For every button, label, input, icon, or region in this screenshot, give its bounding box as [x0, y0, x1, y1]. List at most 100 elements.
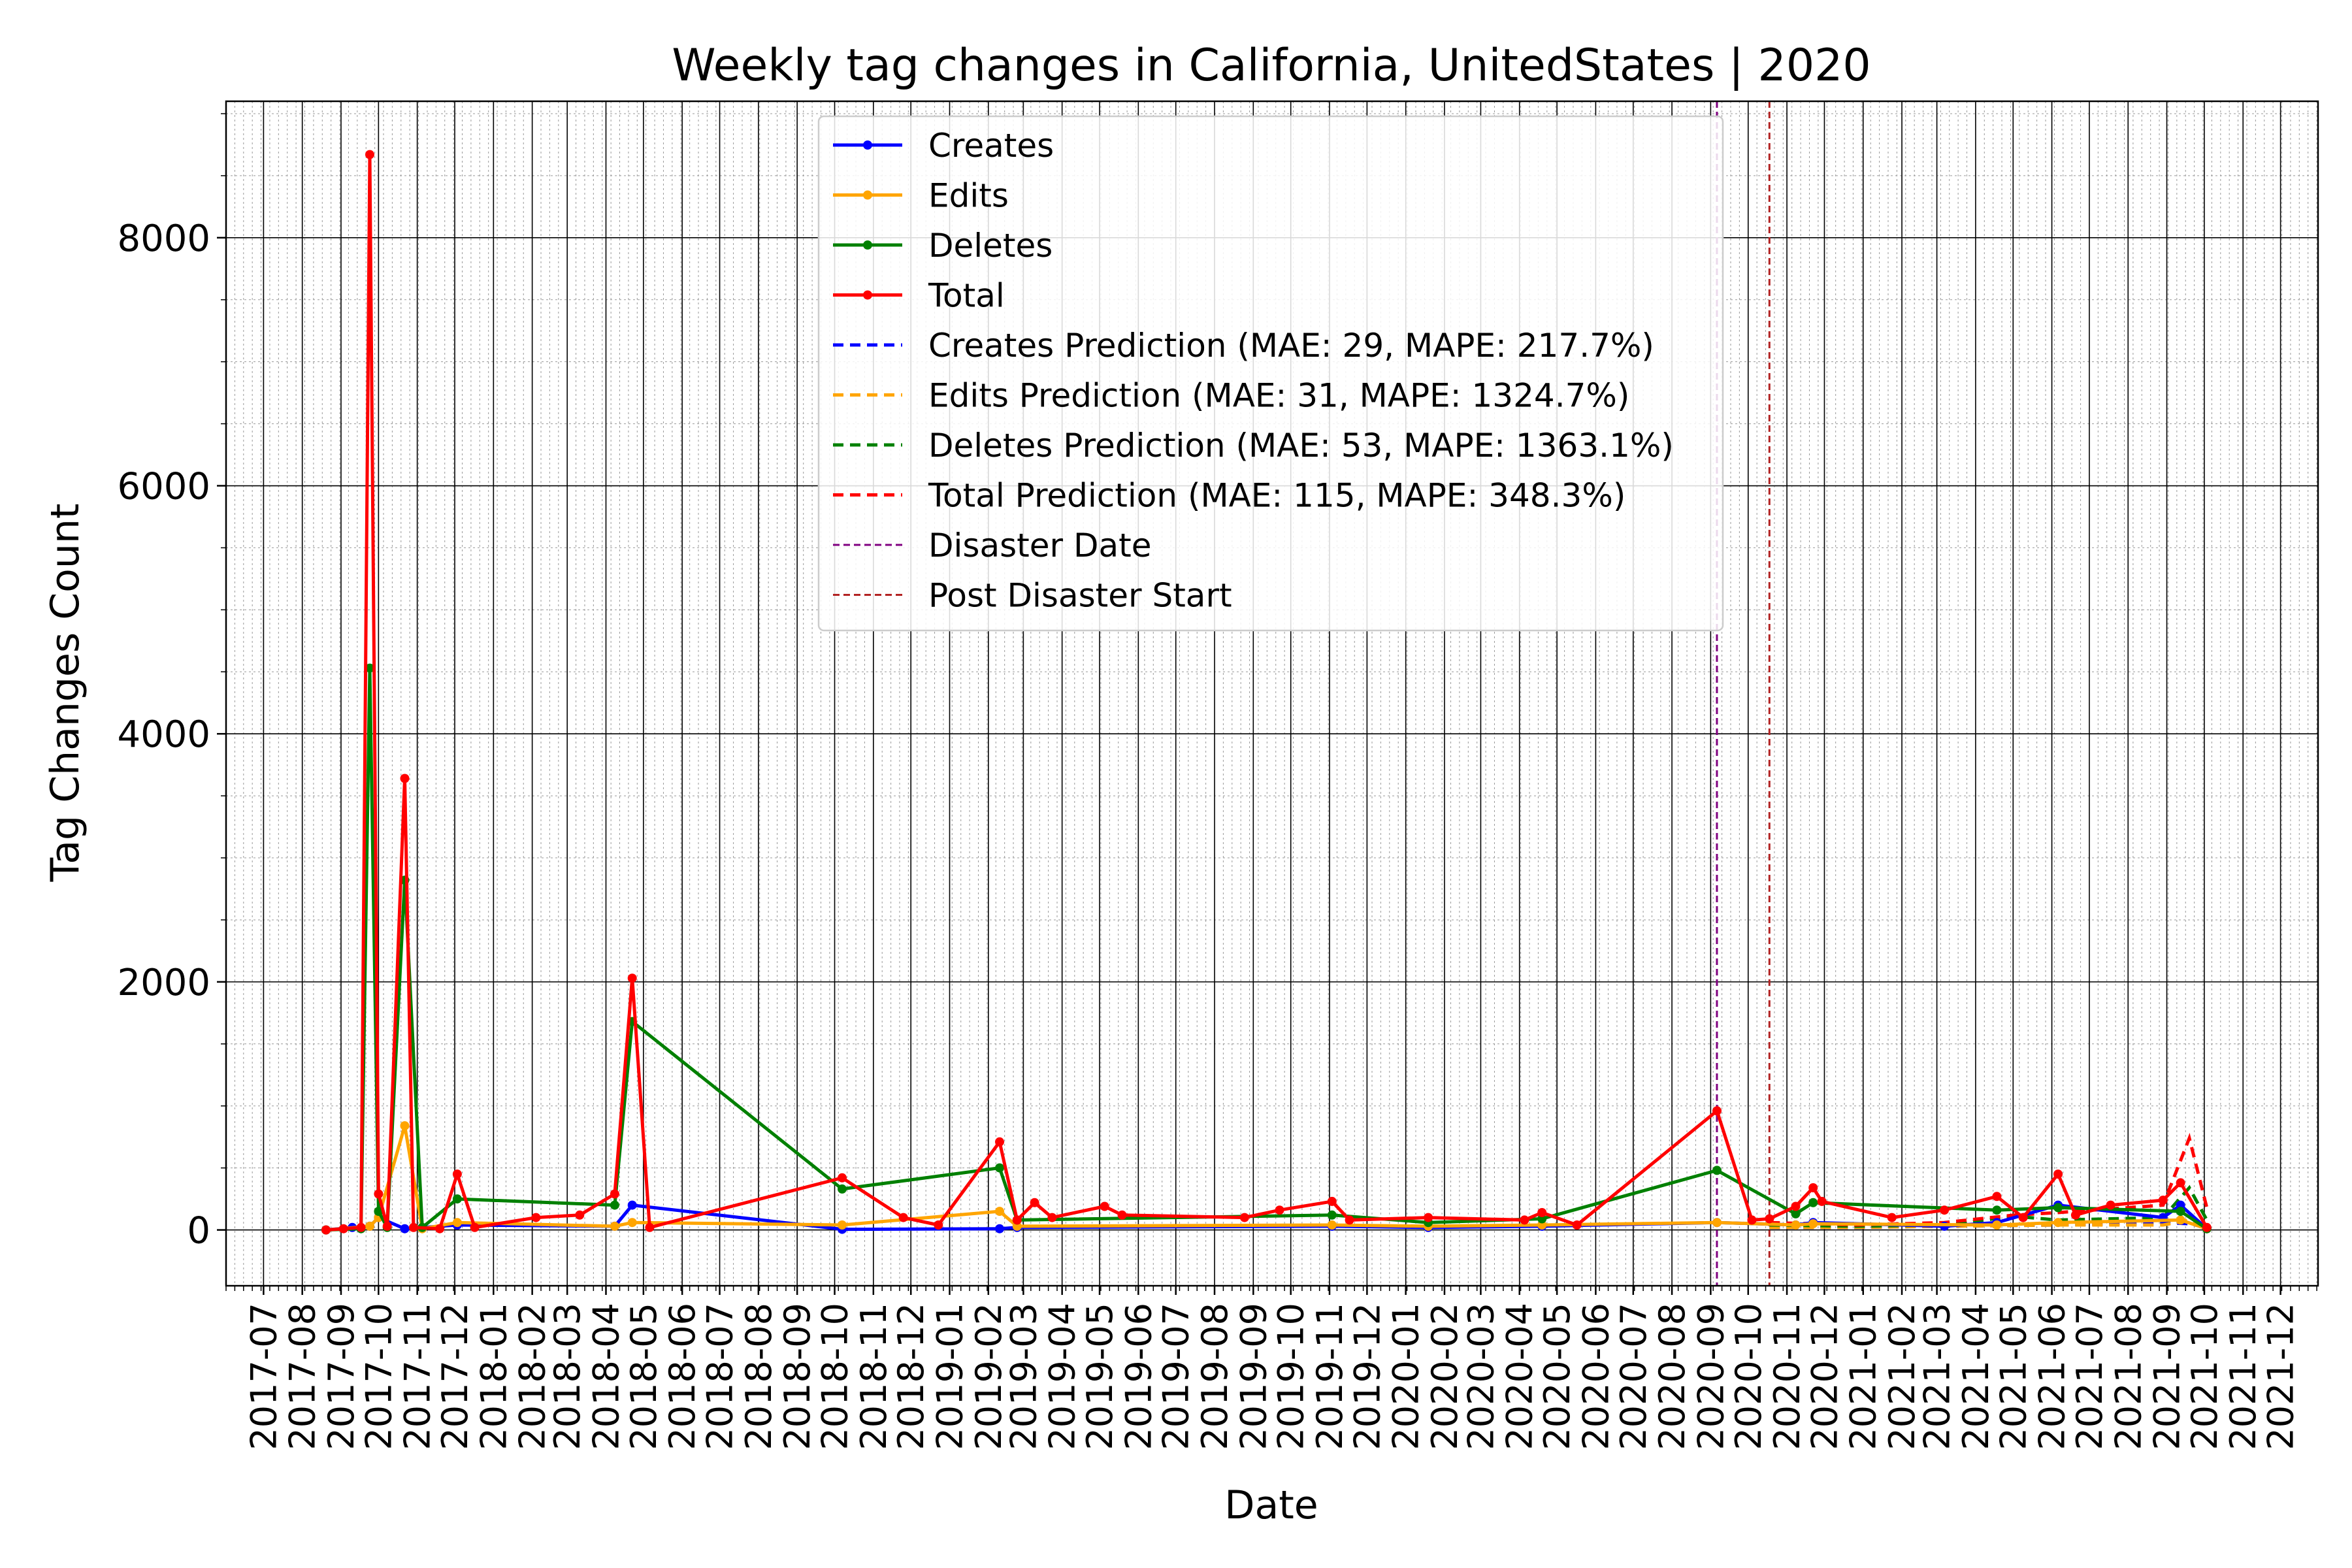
total-point [1047, 1213, 1057, 1222]
x-tick-label: 2020-01 [1386, 1303, 1427, 1450]
legend-marker [863, 290, 872, 300]
x-tick-label: 2020-07 [1613, 1303, 1654, 1450]
legend-label: Deletes Prediction (MAE: 53, MAPE: 1363.… [928, 427, 1674, 465]
total-point [2176, 1178, 2185, 1188]
x-tick-label: 2019-01 [930, 1303, 971, 1450]
x-tick-label: 2018-01 [473, 1303, 514, 1450]
total-point [1520, 1215, 1529, 1225]
edits-point [1808, 1219, 1818, 1229]
x-tick-label: 2019-05 [1079, 1303, 1120, 1450]
total-point [338, 1224, 348, 1233]
x-tick-label: 2018-10 [815, 1303, 856, 1450]
edits-point [2176, 1215, 2185, 1225]
edits-point [1992, 1220, 2002, 1230]
x-tick-label: 2019-12 [1347, 1303, 1388, 1450]
total-point [995, 1137, 1004, 1147]
x-tick-label: 2019-11 [1309, 1303, 1350, 1450]
x-tick-label: 2020-10 [1728, 1303, 1769, 1450]
edits-point [1712, 1218, 1722, 1228]
total-point [2106, 1200, 2115, 1210]
legend-label: Creates Prediction (MAE: 29, MAPE: 217.7… [928, 327, 1654, 365]
axes-frame [225, 100, 2319, 1287]
total-point [408, 1222, 418, 1232]
x-tick-label: 2017-12 [434, 1303, 476, 1450]
edits-point [365, 1221, 374, 1231]
legend-marker [863, 190, 872, 200]
total-point [1239, 1213, 1249, 1222]
x-tick-label: 2019-06 [1118, 1303, 1159, 1450]
deletes-point [1791, 1209, 1801, 1218]
x-tick-label: 2018-12 [890, 1303, 932, 1450]
x-tick-label: 2019-09 [1233, 1303, 1274, 1450]
legend-label: Disaster Date [928, 527, 1151, 564]
creates-point [995, 1224, 1004, 1233]
deletes-point [838, 1184, 847, 1194]
y-tick-label: 0 [187, 1210, 210, 1252]
deletes-point [374, 1207, 384, 1217]
total-point [610, 1189, 619, 1199]
total-point [2018, 1213, 2028, 1222]
edits-point [1791, 1220, 1801, 1230]
y-axis: 0 2000 4000 6000 8000 [117, 113, 226, 1252]
x-tick-label: 2020-04 [1499, 1303, 1541, 1450]
x-tick-label: 2018-03 [547, 1303, 588, 1450]
legend: Creates Edits Deletes Total Creates Predicti… [817, 115, 1724, 632]
total-point [1747, 1215, 1757, 1225]
x-tick-label: 2018-09 [777, 1303, 818, 1450]
x-tick-label: 2017-11 [397, 1303, 438, 1450]
x-tick-label: 2020-03 [1460, 1303, 1501, 1450]
creates-point [400, 1224, 410, 1233]
x-tick-label: 2019-02 [968, 1303, 1009, 1450]
total-point [1275, 1205, 1284, 1215]
x-axis: 2017-072017-082017-092017-102017-112017-… [225, 1286, 2317, 1450]
chart-title: Weekly tag changes in California, United… [672, 40, 1870, 91]
total-point [898, 1213, 908, 1222]
y-tick-label: 6000 [117, 466, 210, 508]
x-tick-label: 2021-07 [2069, 1303, 2110, 1450]
x-axis-label: Date [1224, 1482, 1318, 1528]
x-tick-label: 2021-11 [2223, 1303, 2264, 1450]
total-point [1030, 1198, 1039, 1207]
legend-marker [863, 140, 872, 150]
total-point [1808, 1183, 1818, 1192]
x-tick-label: 2021-03 [1917, 1303, 1958, 1450]
deletes-point [1712, 1166, 1722, 1175]
total-point [2158, 1196, 2168, 1205]
edits-point [1327, 1220, 1337, 1230]
x-tick-label: 2020-09 [1690, 1303, 1731, 1450]
x-tick-label: 2018-08 [738, 1303, 779, 1450]
x-tick-label: 2020-08 [1652, 1303, 1693, 1450]
total-point [435, 1224, 445, 1233]
legend-label: Total [928, 277, 1005, 315]
legend-label: Total Prediction (MAE: 115, MAPE: 348.3%… [928, 477, 1625, 515]
deletes-point [610, 1200, 619, 1210]
x-tick-label: 2021-12 [2261, 1303, 2302, 1450]
total-point [838, 1173, 847, 1183]
x-tick-label: 2021-04 [1955, 1303, 1997, 1450]
x-tick-label: 2019-10 [1271, 1303, 1312, 1450]
total-point [356, 1222, 366, 1232]
total-point [1940, 1205, 1950, 1215]
total-point [575, 1210, 585, 1220]
legend-marker [863, 240, 872, 250]
total-point [374, 1189, 384, 1199]
x-tick-label: 2018-05 [623, 1303, 664, 1450]
x-tick-label: 2018-11 [853, 1303, 894, 1450]
edits-point [452, 1218, 462, 1228]
y-tick-label: 4000 [117, 713, 210, 756]
total-point [1345, 1215, 1354, 1225]
total-point [1765, 1214, 1774, 1224]
total-point [1572, 1220, 1582, 1230]
total-point [1100, 1201, 1109, 1211]
total-point [1712, 1106, 1722, 1116]
y-axis-label: Tag Changes Count [42, 504, 88, 883]
deletes-point [1327, 1210, 1337, 1220]
deletes-point [1992, 1205, 2002, 1215]
creates-point [627, 1200, 637, 1210]
deletes-point [452, 1194, 462, 1204]
edits-point [2053, 1218, 2063, 1228]
edits-point [838, 1220, 847, 1230]
x-tick-label: 2020-05 [1537, 1303, 1578, 1450]
edits-point [995, 1207, 1004, 1217]
